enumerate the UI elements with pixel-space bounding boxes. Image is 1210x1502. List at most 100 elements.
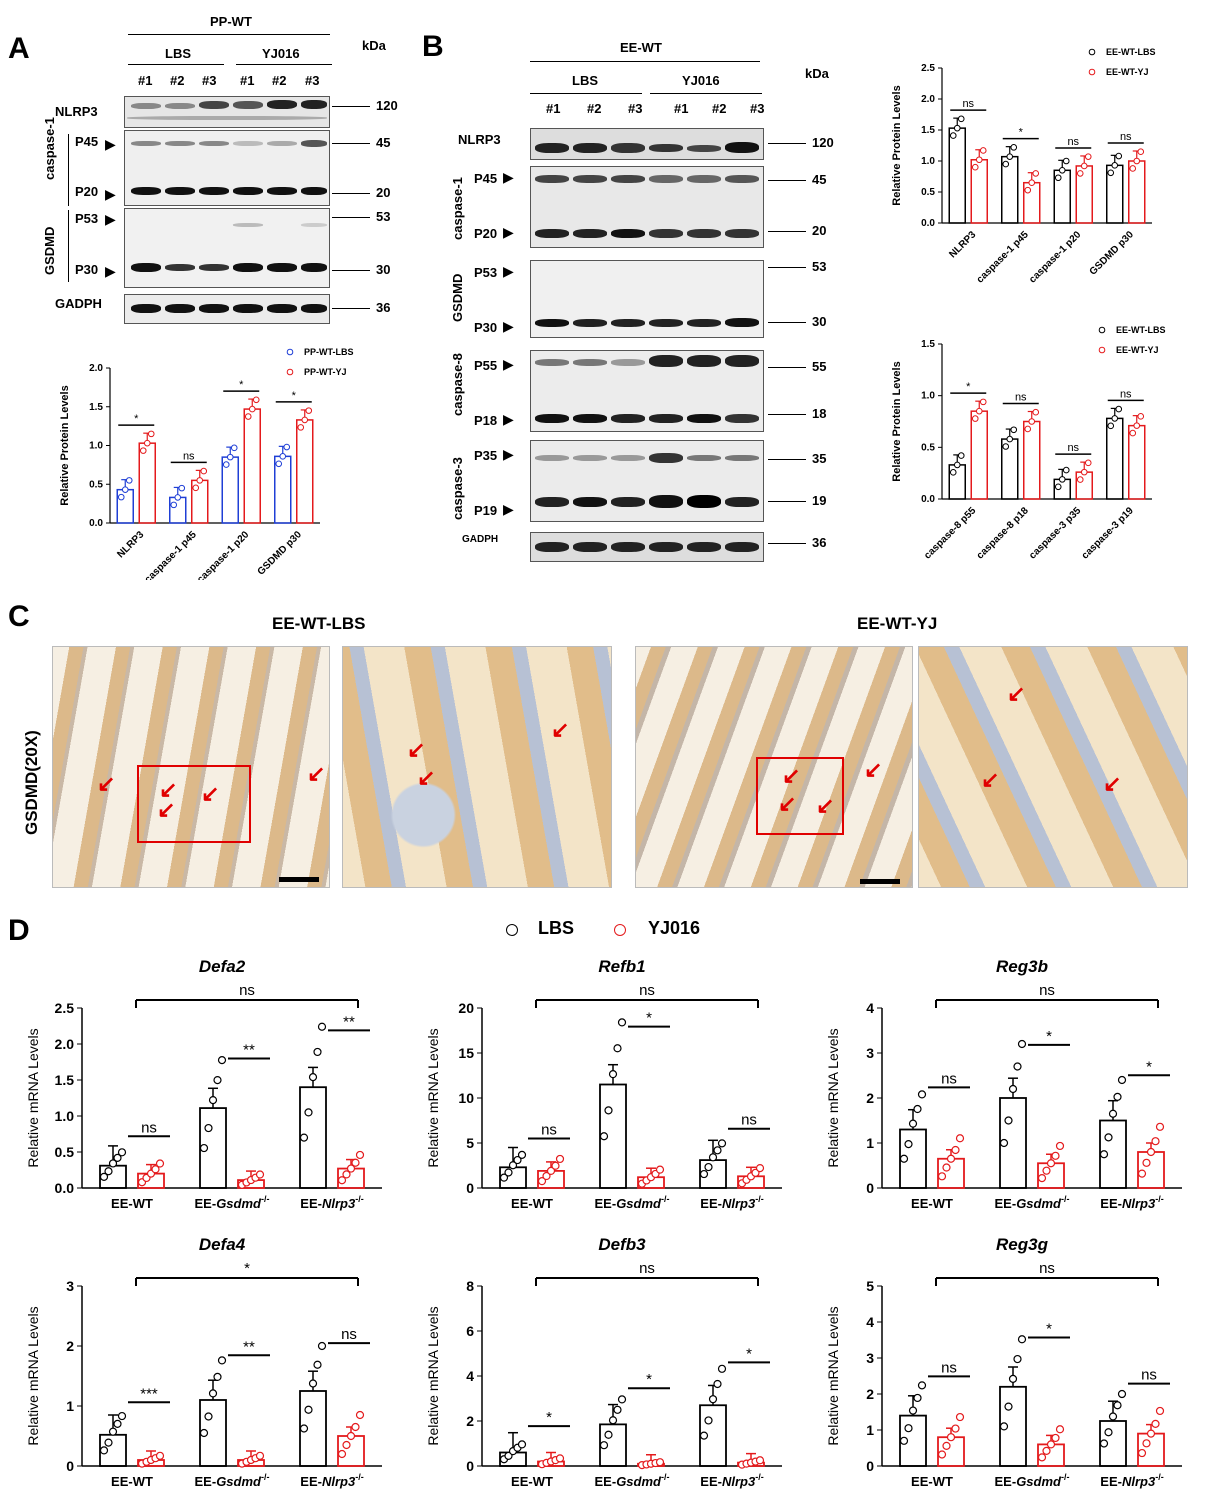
- data-point: [904, 1424, 913, 1433]
- data-point: [313, 1360, 322, 1369]
- data-point: [1013, 1062, 1022, 1071]
- data-point: [99, 1446, 109, 1455]
- data-point: [1028, 418, 1036, 425]
- data-point: [904, 1140, 913, 1149]
- chart-b-protein-levels-1: 0.0 0.5 1.0 1.5 2.0 2.5 Relative Protein Level…: [891, 47, 1156, 285]
- blot-b-nlrp3-image: [530, 128, 764, 160]
- blot-a-kda-36: 36: [332, 300, 390, 315]
- sig-label: **: [243, 1042, 255, 1059]
- sig-label: **: [343, 1013, 355, 1030]
- data-point: [305, 407, 313, 414]
- blot-b-kda-30: 30: [768, 314, 826, 329]
- panel-label-a: A: [8, 32, 30, 65]
- legend-marker: [286, 348, 294, 356]
- y-axis-label: Relative Protein Levels: [891, 361, 903, 481]
- data-point: [1115, 152, 1123, 160]
- data-point: [1076, 476, 1084, 483]
- y-tick-label: 0.0: [89, 518, 103, 529]
- blot-b-row-caspase8: caspase-8: [450, 353, 465, 416]
- y-tick-label: 10: [458, 1090, 474, 1106]
- data-point: [1107, 422, 1115, 430]
- sig-label: ns: [1067, 136, 1079, 148]
- data-point: [937, 1450, 947, 1459]
- blot-b-kda-36: 36: [768, 535, 826, 550]
- data-point: [1129, 165, 1137, 172]
- data-point: [226, 453, 234, 461]
- data-point: [1151, 1137, 1160, 1146]
- y-tick-label: 2.0: [55, 1036, 75, 1052]
- y-tick-label: 1.0: [921, 391, 935, 402]
- data-point: [1024, 186, 1032, 194]
- data-point: [899, 1436, 909, 1445]
- legend-marker: [1098, 346, 1106, 354]
- blot-b-caspase3-image: [530, 440, 764, 522]
- sig-label: *: [1046, 1028, 1052, 1045]
- blot-b-row-p20: P20: [474, 226, 498, 241]
- chart-title: Reg3b: [996, 957, 1048, 976]
- blot-a-row-gsdmd: GSDMD: [42, 226, 57, 275]
- chart-defb3: Defb3 0 2 4 6 8 Relative mRNA Levels * EE-WT * EE-…: [425, 1235, 782, 1489]
- data-point: [1111, 162, 1119, 169]
- x-tick-label: EE-WT: [911, 1474, 953, 1489]
- y-tick-label: 8: [466, 1278, 474, 1294]
- data-point: [717, 1139, 727, 1148]
- top-sig-label: ns: [239, 982, 255, 999]
- bar: [243, 408, 261, 524]
- data-point: [999, 1138, 1009, 1148]
- bar: [138, 442, 156, 524]
- x-tick-label: EE-Nlrp3-/-: [1100, 1472, 1163, 1489]
- blot-a-lane-4: #1: [240, 73, 255, 88]
- sig-label: ns: [1120, 131, 1132, 143]
- data-point: [513, 1155, 522, 1165]
- data-point: [1004, 1402, 1013, 1411]
- legend-label: EE-WT-LBS: [1106, 47, 1156, 57]
- y-tick-label: 0.0: [921, 494, 935, 505]
- data-point: [713, 1379, 722, 1389]
- y-tick-label: 1.5: [921, 339, 935, 350]
- blot-a-row-caspase1: caspase-1: [42, 117, 57, 180]
- chart-reg3g: Reg3g 0 1 2 3 4 5 Relative mRNA Levels ns EE-WT * E…: [825, 1235, 1182, 1489]
- blot-a-lane-3: #3: [202, 73, 217, 88]
- data-point: [951, 1424, 960, 1433]
- data-point: [1017, 1039, 1027, 1049]
- legend-marker: [1098, 326, 1106, 334]
- x-tick-label: GSDMD p30: [1088, 229, 1137, 278]
- y-axis-label: Relative mRNA Levels: [825, 1306, 841, 1445]
- legend-marker: [1088, 68, 1096, 76]
- y-tick-label: 5: [466, 1135, 474, 1151]
- y-tick-label: 2: [466, 1413, 474, 1429]
- data-point: [192, 484, 200, 492]
- sig-label: ns: [941, 1359, 957, 1376]
- data-point: [199, 1143, 209, 1153]
- top-sig-label: ns: [639, 1260, 655, 1277]
- data-point: [942, 1163, 951, 1172]
- data-point: [199, 1428, 209, 1438]
- blot-a-kda-45: 45: [332, 135, 390, 150]
- chart-a-protein-levels: 0.0 0.5 1.0 1.5 2.0 Relative Protein Levels * N…: [59, 347, 354, 580]
- data-point: [170, 501, 178, 509]
- sig-label: ns: [141, 1119, 157, 1136]
- data-point: [1113, 1401, 1122, 1410]
- data-point: [342, 1440, 351, 1450]
- data-point: [355, 1410, 365, 1420]
- sig-label: *: [646, 1371, 652, 1388]
- blot-a-row-gadph: GADPH: [55, 296, 102, 311]
- data-point: [244, 413, 252, 420]
- y-axis-label: Relative mRNA Levels: [425, 1028, 441, 1167]
- blot-b-cond-yj: YJ016: [682, 73, 720, 88]
- data-point: [1137, 413, 1145, 420]
- data-point: [275, 460, 283, 468]
- x-tick-label: EE-Nlrp3-/-: [300, 1472, 363, 1489]
- y-tick-label: 1: [866, 1422, 874, 1438]
- data-point: [504, 1168, 513, 1177]
- blot-b-kda: kDa: [805, 66, 829, 81]
- data-point: [1024, 425, 1032, 433]
- data-point: [551, 1161, 560, 1170]
- blot-a-row-p53: P53: [75, 211, 99, 226]
- x-tick-label: caspase-1 p45: [975, 229, 1031, 285]
- legend-yj-label: YJ016: [648, 918, 701, 938]
- y-tick-label: 6: [466, 1323, 474, 1339]
- x-tick-label: caspase-8 p55: [922, 505, 978, 561]
- data-point: [337, 1449, 347, 1459]
- data-point: [108, 1427, 118, 1436]
